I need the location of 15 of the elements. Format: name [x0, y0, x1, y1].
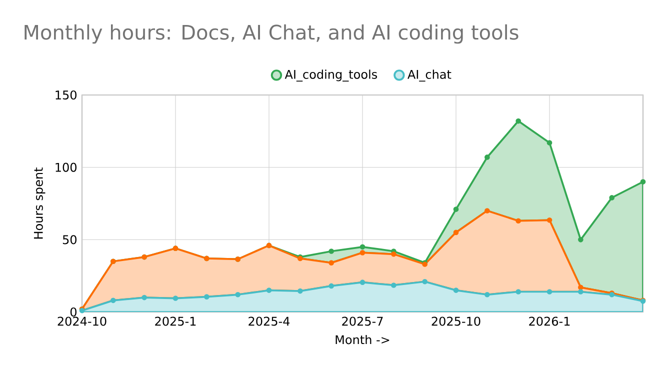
- y-axis-title: Hours spent: [34, 168, 46, 239]
- legend-label: AI_chat: [408, 70, 452, 82]
- y-tick-label: 100: [56, 162, 76, 172]
- x-axis-title: Month ->: [336, 334, 390, 344]
- x-tick-label: 2025-7: [342, 316, 383, 326]
- x-tick-label: 2025-10: [432, 316, 480, 326]
- chart-title: Monthly hours: Docs, AI Chat, and AI coding tools: [24, 24, 518, 44]
- x-tick-label: 2025-1: [155, 316, 196, 326]
- y-tick-label: 50: [62, 235, 76, 244]
- x-tick-label: 2025-4: [248, 316, 290, 326]
- x-tick-label: 2026-1: [529, 316, 570, 326]
- y-tick-label: 150: [56, 90, 76, 100]
- y-tick-label: 0: [70, 307, 76, 317]
- legend-label: AI_coding_tools: [284, 70, 378, 82]
- x-tick-label: 2024-10: [58, 316, 106, 326]
